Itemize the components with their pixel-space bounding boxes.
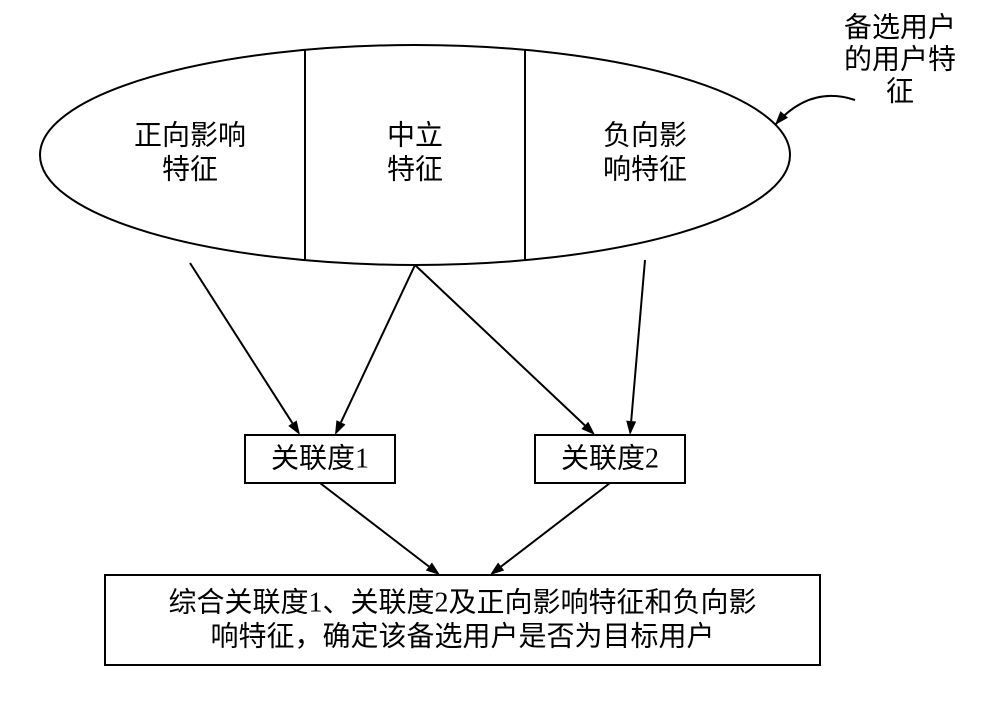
arrow-neutral-to-relevance1-head <box>335 420 345 435</box>
result-line1: 综合关联度1、关联度2及正向影响特征和负向影 <box>168 586 756 618</box>
arrow-neutral-to-relevance2-line <box>415 265 585 425</box>
arrow-positive-to-relevance1-head <box>288 421 300 435</box>
negative-feature-label-l2: 响特征 <box>603 153 687 185</box>
negative-feature-label-l1: 负向影 <box>603 119 687 151</box>
arrow-relevance2-to-result-head <box>490 563 504 575</box>
arrow-relevance2-to-result-line <box>501 483 610 566</box>
relevance-1-label: 关联度1 <box>271 442 369 474</box>
annotation-leader-curve <box>775 96 855 125</box>
relevance-2-label: 关联度2 <box>561 442 659 474</box>
arrow-negative-to-relevance2-line <box>631 260 645 421</box>
arrows-group <box>190 260 645 575</box>
annotation-line2: 的用户特 <box>844 43 956 75</box>
positive-feature-label-l2: 特征 <box>162 153 218 185</box>
arrow-positive-to-relevance1-line <box>190 263 292 423</box>
annotation-line3: 征 <box>886 75 914 107</box>
annotation-line1: 备选用户 <box>844 11 956 43</box>
neutral-feature-label-l1: 中立 <box>387 119 443 151</box>
positive-feature-label-l1: 正向影响 <box>134 119 246 151</box>
neutral-feature-label-l2: 特征 <box>387 153 443 185</box>
result-line2: 响特征，确定该备选用户是否为目标用户 <box>210 620 714 652</box>
arrow-relevance1-to-result-line <box>320 483 429 566</box>
arrow-relevance1-to-result-head <box>426 563 440 575</box>
arrow-neutral-to-relevance1-line <box>341 265 415 422</box>
arrow-negative-to-relevance2-head <box>626 421 636 435</box>
